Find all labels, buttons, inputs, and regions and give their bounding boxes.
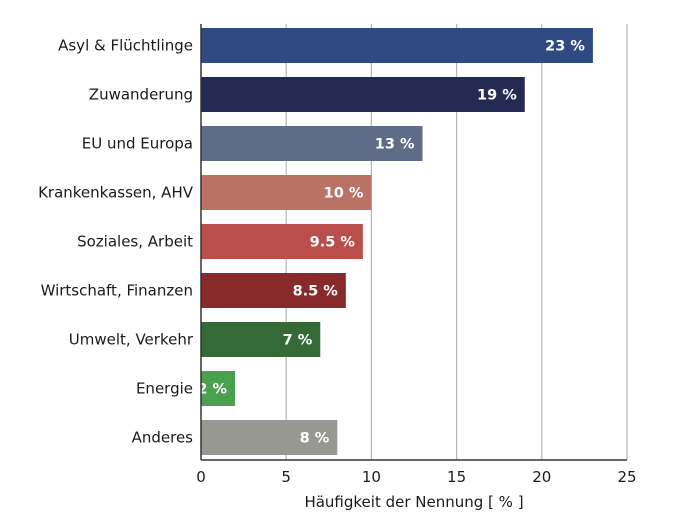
category-label: Soziales, Arbeit: [77, 233, 193, 251]
value-label: 8.5 %: [293, 284, 339, 300]
value-label: 19 %: [477, 88, 517, 104]
category-label: Asyl & Flüchtlinge: [58, 37, 193, 55]
x-tick-label: 0: [196, 468, 206, 486]
bar: [201, 126, 423, 161]
x-tick-label: 5: [281, 468, 291, 486]
value-label: 23 %: [545, 39, 585, 55]
x-tick-label: 25: [617, 468, 636, 486]
bar: [201, 420, 338, 455]
value-label: 9.5 %: [310, 235, 356, 251]
bar: [201, 77, 525, 112]
x-axis-title: Häufigkeit der Nennung [ % ]: [304, 493, 523, 511]
value-label: 7 %: [283, 333, 313, 349]
category-label: EU und Europa: [82, 135, 193, 153]
bar: [201, 322, 321, 357]
bar: [201, 224, 363, 259]
x-tick-label: 20: [532, 468, 551, 486]
x-tick-label: 10: [362, 468, 381, 486]
bar: [201, 175, 372, 210]
category-label: Zuwanderung: [89, 86, 193, 104]
value-label: 2 %: [197, 382, 227, 398]
category-label: Krankenkassen, AHV: [38, 184, 194, 202]
category-label: Wirtschaft, Finanzen: [41, 282, 193, 300]
x-tick-label: 15: [447, 468, 466, 486]
bar: [201, 28, 593, 63]
bar: [201, 273, 346, 308]
bars-group: Asyl & Flüchtlinge 23 % Zuwanderung 19 % EU …: [38, 28, 593, 455]
value-label: 10 %: [324, 186, 364, 202]
bar: [201, 371, 236, 406]
category-label: Energie: [136, 380, 193, 398]
category-label: Umwelt, Verkehr: [69, 331, 194, 349]
value-label: 8 %: [300, 431, 330, 447]
category-label: Anderes: [132, 429, 194, 447]
value-label: 13 %: [375, 137, 415, 153]
axes-group: 0 5 10 15 20 25: [196, 24, 637, 486]
